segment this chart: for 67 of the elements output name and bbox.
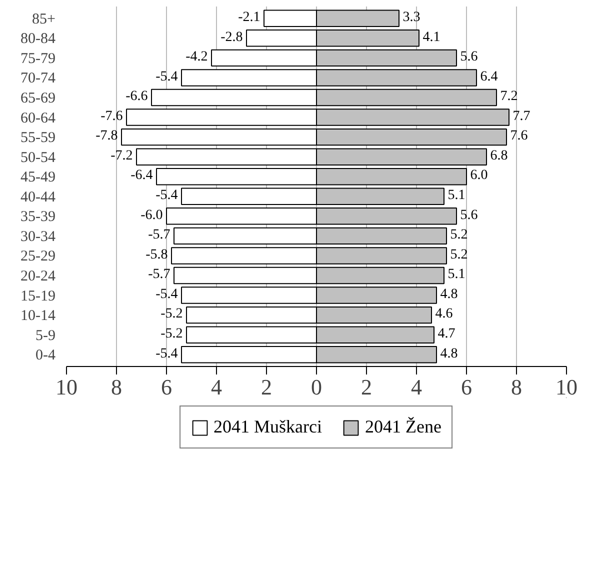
x-tick-label: 4 <box>211 374 222 400</box>
data-label: 6.0 <box>470 168 488 184</box>
x-tick-label: 6 <box>461 374 472 400</box>
y-tick-label: 85+ <box>32 11 56 28</box>
data-label: -6.0 <box>140 208 163 223</box>
data-label: 4.8 <box>440 286 458 302</box>
y-tick-label: 65-69 <box>20 90 56 106</box>
data-label: -6.6 <box>126 89 148 104</box>
x-tick-label: 6 <box>161 374 172 400</box>
x-tick-label: 0 <box>311 374 322 400</box>
data-label: -7.2 <box>110 148 133 164</box>
data-label: -5.2 <box>160 306 183 322</box>
data-label: 7.6 <box>510 128 528 144</box>
x-tick-label: 8 <box>511 374 522 400</box>
data-label: -5.2 <box>160 326 183 342</box>
data-label: 4.7 <box>438 326 456 342</box>
x-tick-label: 10 <box>556 374 578 400</box>
y-tick-label: 45-49 <box>20 170 56 186</box>
y-tick-label: 10-14 <box>20 308 56 324</box>
data-label: -5.7 <box>148 267 170 282</box>
data-label: 5.2 <box>450 247 468 262</box>
data-label: -4.2 <box>186 50 208 65</box>
data-label: 5.1 <box>448 267 466 282</box>
data-label: 5.6 <box>460 50 478 65</box>
data-label: -5.4 <box>156 69 178 84</box>
data-label: 4.6 <box>435 306 453 322</box>
legend-label: 2041 Žene <box>365 416 442 438</box>
data-label: 5.2 <box>450 228 468 243</box>
data-label: -6.4 <box>130 168 153 184</box>
y-tick-label: 60-64 <box>20 110 56 126</box>
data-label: 5.6 <box>460 208 478 223</box>
x-tick-label: 4 <box>411 374 422 400</box>
data-label: -2.1 <box>238 10 260 25</box>
legend-label: 2041 Muškarci <box>214 416 322 438</box>
data-label: 7.2 <box>500 89 518 104</box>
data-label: -5.7 <box>148 228 170 243</box>
data-label: -5.4 <box>156 346 178 362</box>
y-tick-label: 5-9 <box>36 328 56 344</box>
data-label: -7.8 <box>96 128 118 144</box>
y-tick-label: 80-84 <box>20 31 56 48</box>
data-label: 3.3 <box>402 10 420 25</box>
data-label: -2.8 <box>220 30 243 45</box>
data-label: -5.4 <box>156 286 178 302</box>
x-tick-label: 8 <box>111 374 122 400</box>
y-tick-label: 70-74 <box>20 70 56 87</box>
data-label: -5.8 <box>146 247 168 262</box>
y-tick-label: 55-59 <box>20 130 56 146</box>
data-label: 5.1 <box>448 188 466 204</box>
y-tick-label: 20-24 <box>20 268 56 285</box>
y-tick-label: 0-4 <box>36 348 56 364</box>
y-tick-label: 35-39 <box>20 209 56 226</box>
x-tick-label: 10 <box>56 374 78 400</box>
data-label: -7.6 <box>100 108 123 124</box>
y-tick-label: 25-29 <box>20 248 56 265</box>
y-tick-label: 50-54 <box>20 150 56 166</box>
y-tick-label: 40-44 <box>20 189 56 206</box>
data-label: 4.8 <box>440 346 458 362</box>
x-tick-label: 2 <box>361 374 372 400</box>
y-tick-label: 30-34 <box>20 228 56 245</box>
data-label: 4.1 <box>422 30 440 45</box>
data-label: 6.8 <box>490 148 508 164</box>
y-tick-label: 75-79 <box>20 50 56 67</box>
data-label: -5.4 <box>156 188 178 204</box>
data-label: 6.4 <box>480 69 498 84</box>
data-label: 7.7 <box>512 108 530 124</box>
x-tick-label: 2 <box>261 374 272 400</box>
y-tick-label: 15-19 <box>20 288 56 304</box>
